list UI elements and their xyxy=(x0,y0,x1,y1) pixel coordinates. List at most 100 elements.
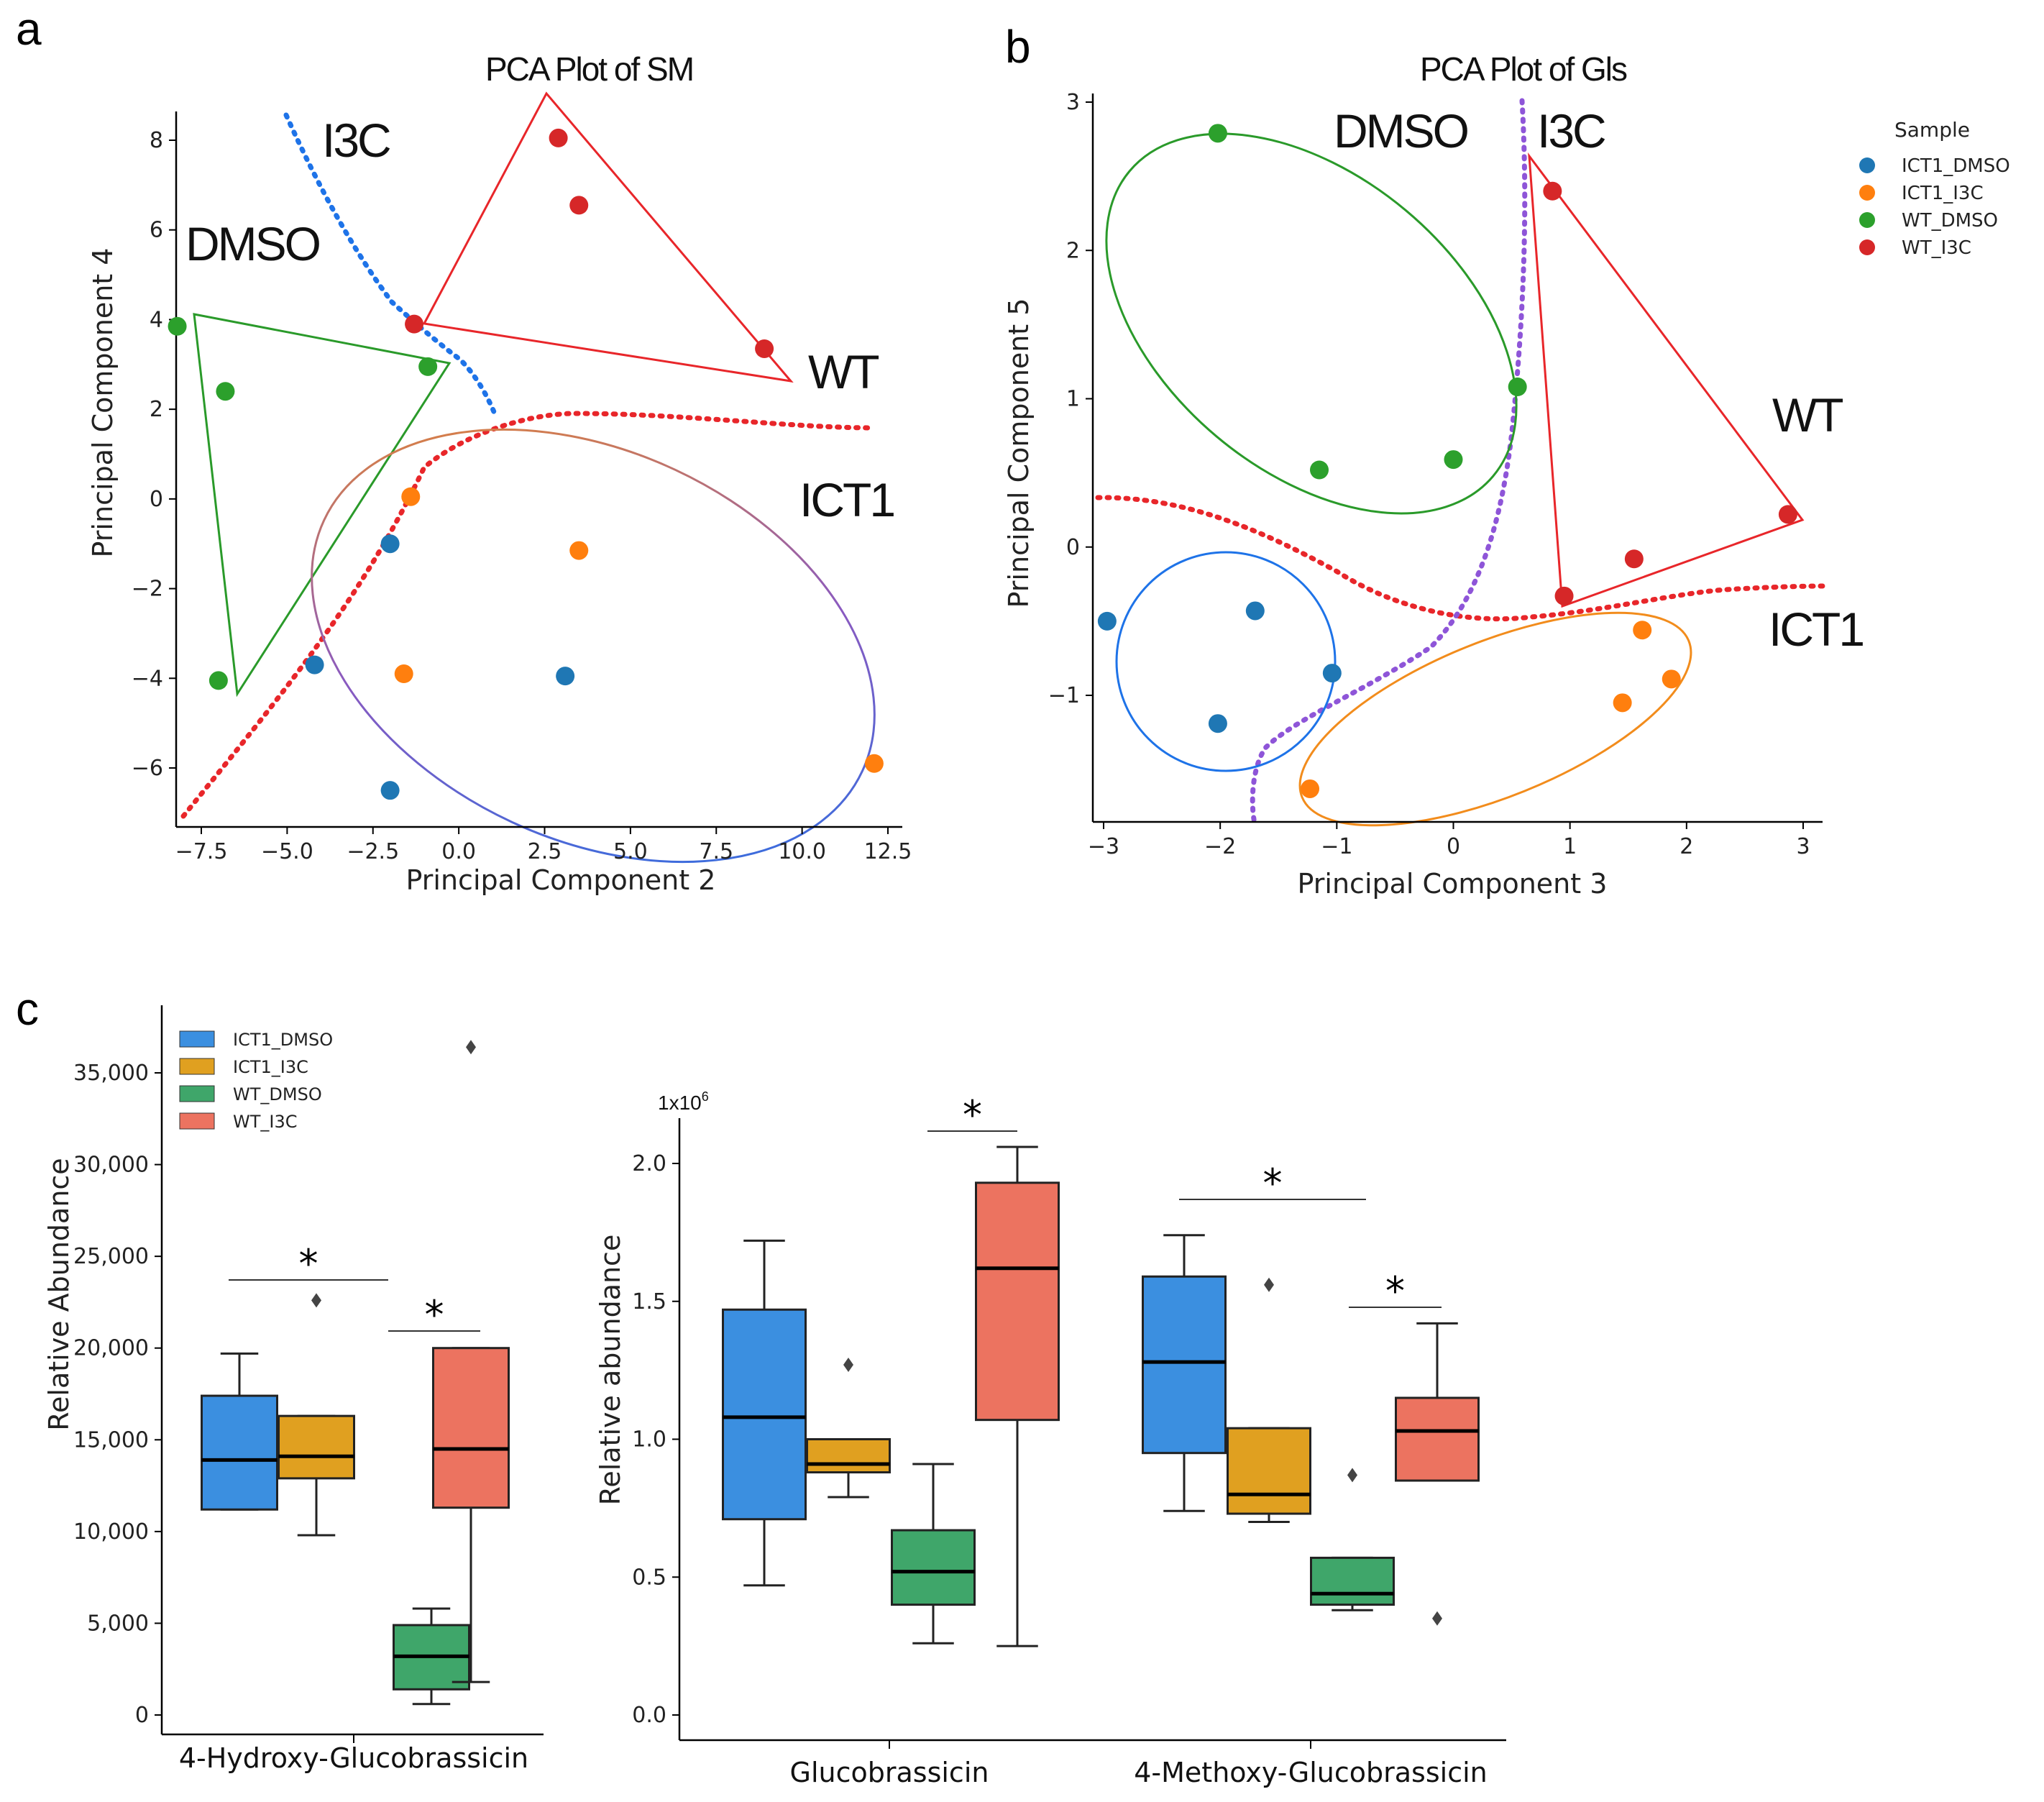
y-tick-label: 0 xyxy=(135,1703,149,1728)
panel-b-points xyxy=(1097,124,1797,798)
outlier-wt-i3c xyxy=(466,1040,476,1055)
legend-swatch-wt-i3c xyxy=(179,1112,215,1130)
box-chart-glucobrassicins: 0.0 0.5 1.0 1.5 2.0 * * * xyxy=(632,1092,1506,1749)
panel-b-xlabel: Principal Component 3 xyxy=(1298,868,1608,900)
point-wt-dmso xyxy=(1310,460,1329,480)
group-label-ict1-b: ICT1 xyxy=(1769,603,1863,656)
x-tick-label: −5.0 xyxy=(261,839,313,864)
group-label-dmso: DMSO xyxy=(185,217,320,270)
y-tick-label: 15,000 xyxy=(73,1427,149,1453)
group-label-dmso-b: DMSO xyxy=(1334,104,1468,157)
box-wt-i3c xyxy=(1395,1396,1480,1482)
ict1-dmso-circle xyxy=(1115,551,1337,772)
x-tick-label: 2 xyxy=(1679,834,1693,859)
box-ict1-i3c xyxy=(1227,1427,1311,1515)
y-tick-label: 0.5 xyxy=(632,1565,666,1590)
ict1-i3c-ellipse xyxy=(1298,611,1692,827)
point-wt-dmso xyxy=(216,382,235,401)
point-wt-i3c xyxy=(755,339,774,358)
y-tick-label: −1 xyxy=(1048,683,1080,708)
legend-marker-ict1-i3c xyxy=(1859,185,1875,201)
legend-label-wt-dmso: WT_DMSO xyxy=(233,1084,322,1104)
point-ict1-i3c xyxy=(569,541,589,560)
point-wt-i3c xyxy=(1554,586,1574,605)
x-tick-label: 2.5 xyxy=(528,839,562,864)
point-ict1-i3c xyxy=(1613,693,1632,713)
ict1-boundary-dotted xyxy=(180,411,876,819)
i3c-boundary-dotted-b xyxy=(1250,98,1528,826)
box-ict1-dmso xyxy=(201,1394,278,1511)
x-tick-label: −1 xyxy=(1321,834,1352,859)
point-wt-i3c xyxy=(569,196,589,215)
y-tick-label: 8 xyxy=(150,128,163,153)
significance-star: * xyxy=(1385,1268,1405,1314)
c2-category-4-methoxy: 4-Methoxy-Glucobrassicin xyxy=(1134,1757,1487,1788)
point-ict1-dmso xyxy=(1245,601,1265,621)
y-tick-label: −2 xyxy=(132,577,163,602)
y-tick-label: 0 xyxy=(1066,535,1080,560)
point-wt-i3c xyxy=(1543,181,1562,201)
panel-b-title: PCA Plot of Gls xyxy=(1420,50,1627,88)
y-tick-label: −4 xyxy=(132,666,163,691)
box-wt-i3c xyxy=(432,1347,510,1509)
point-ict1-i3c xyxy=(394,664,413,684)
y-tick-label: 1 xyxy=(1066,387,1080,412)
box-wt-dmso xyxy=(891,1529,976,1606)
point-wt-dmso xyxy=(1208,124,1227,143)
c2-multiplier: 1x106 xyxy=(658,1089,709,1114)
y-tick-label: 2.0 xyxy=(632,1151,666,1176)
x-tick-label: 0 xyxy=(1447,834,1460,859)
panel-a-ylabel: Principal Component 4 xyxy=(87,248,119,558)
point-ict1-dmso xyxy=(305,655,324,674)
c1-ylabel: Relative Abundance xyxy=(43,1158,75,1430)
y-tick-label: 6 xyxy=(150,218,163,243)
box-ict1-dmso xyxy=(722,1308,807,1521)
panel-a-title: PCA Plot of SM xyxy=(485,50,693,88)
y-tick-label: 10,000 xyxy=(73,1519,149,1545)
point-wt-dmso xyxy=(418,357,438,376)
point-ict1-dmso xyxy=(380,534,400,554)
significance-star: * xyxy=(425,1292,444,1337)
panel-a-points xyxy=(168,128,884,800)
x-tick-label: −7.5 xyxy=(175,839,228,864)
panel-b-axes: −3 −2 −1 0 1 2 3 −1 0 1 2 3 xyxy=(1048,90,1823,859)
wt-i3c-triangle xyxy=(422,91,794,383)
legend-label-wt-dmso: WT_DMSO xyxy=(1902,210,1998,232)
ict1-ellipse xyxy=(311,428,876,864)
y-tick-label: 2 xyxy=(150,397,163,422)
outlier-ict1-i3c xyxy=(843,1357,853,1372)
x-tick-label: 1 xyxy=(1563,834,1577,859)
x-tick-label: 10.0 xyxy=(778,839,826,864)
i3c-boundary-dotted xyxy=(283,112,499,420)
legend-swatch-wt-dmso xyxy=(179,1085,215,1102)
legend-swatch-ict1-i3c xyxy=(179,1058,215,1075)
point-wt-i3c xyxy=(549,128,568,147)
wt-dmso-ellipse xyxy=(1105,132,1518,515)
box-chart-4-hydroxy: 0 5,000 10,000 15,000 20,000 25,000 30,000 35,0… xyxy=(73,1005,544,1743)
box-chart-legend: ICT1_DMSO ICT1_I3C WT_DMSO WT_I3C xyxy=(179,1030,333,1132)
outlier-wt-i3c xyxy=(1432,1611,1442,1626)
x-tick-label: −2.5 xyxy=(347,839,399,864)
ict1-boundary-dotted-b xyxy=(1095,495,1829,622)
y-tick-label: 35,000 xyxy=(73,1061,149,1086)
x-tick-label: 7.5 xyxy=(699,839,733,864)
y-tick-label: 20,000 xyxy=(73,1336,149,1361)
significance-star: * xyxy=(299,1241,318,1286)
c2-category-glucobrassicin: Glucobrassicin xyxy=(790,1757,989,1788)
y-tick-label: 1.5 xyxy=(632,1289,666,1314)
outlier-ict1-i3c xyxy=(311,1293,321,1308)
y-tick-label: 3 xyxy=(1066,90,1080,115)
legend-marker-ict1-dmso xyxy=(1859,157,1875,173)
group-label-ict1: ICT1 xyxy=(799,473,894,526)
c2-ylabel: Relative abundance xyxy=(595,1235,626,1506)
y-tick-label: 5,000 xyxy=(87,1611,149,1636)
legend-marker-wt-i3c xyxy=(1859,239,1875,255)
panel-a: a PCA Plot of SM −7.5 −5.0 −2.5 0.0 2.5 5.0 7.… xyxy=(16,3,912,896)
y-tick-label: 0.0 xyxy=(632,1703,666,1728)
y-tick-label: 25,000 xyxy=(73,1244,149,1269)
outlier-ict1-i3c xyxy=(1264,1277,1274,1292)
point-ict1-dmso xyxy=(1322,664,1342,683)
panel-letter-b: b xyxy=(1005,21,1031,73)
point-wt-dmso xyxy=(168,316,187,336)
